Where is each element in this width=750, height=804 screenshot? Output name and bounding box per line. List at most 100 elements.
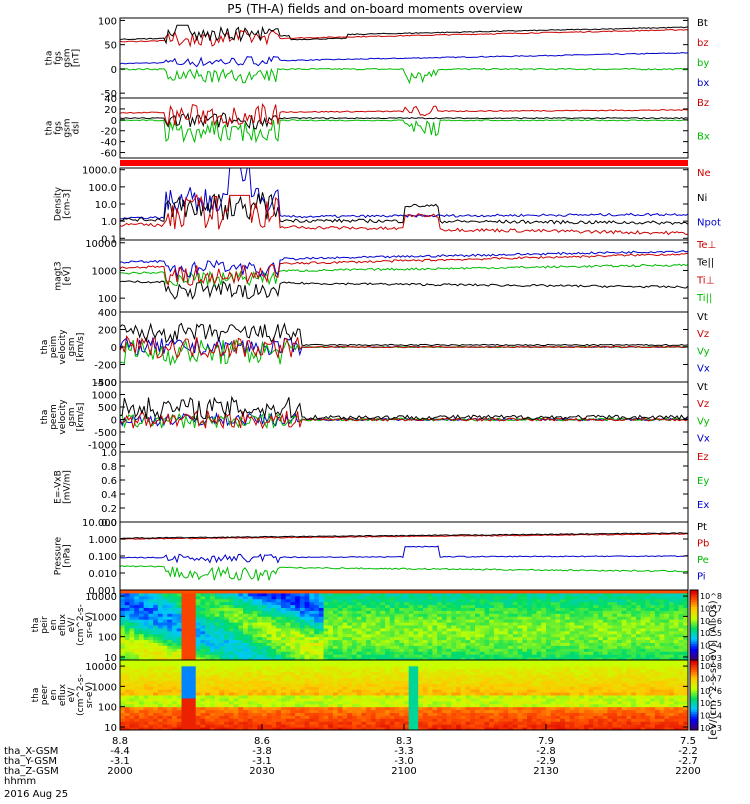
spectrogram-cell: [518, 628, 523, 631]
spectrogram-cell: [664, 613, 669, 616]
spectrogram-cell: [537, 599, 542, 602]
spectrogram-cell: [305, 602, 310, 605]
spectrogram-cell: [267, 680, 272, 683]
spectrogram-cell: [466, 610, 471, 613]
spectrogram-cell: [234, 713, 239, 716]
spectrogram-cell: [224, 590, 229, 593]
spectrogram-cell: [248, 660, 253, 663]
spectrogram-cell: [432, 640, 437, 643]
spectrogram-cell: [442, 610, 447, 613]
spectrogram-cell: [309, 683, 314, 686]
spectrogram-cell: [409, 640, 414, 643]
spectrogram-cell: [234, 715, 239, 718]
spectrogram-cell: [447, 663, 452, 666]
spectrogram-cell: [347, 640, 352, 643]
spectrogram-cell: [385, 610, 390, 613]
spectrogram-cell: [617, 599, 622, 602]
spectrogram-cell: [371, 724, 376, 727]
spectrogram-cell: [338, 645, 343, 648]
spectrogram-cell: [210, 710, 215, 713]
spectrogram-cell: [333, 602, 338, 605]
spectrogram-cell: [480, 686, 485, 689]
spectrogram-cell: [229, 596, 234, 599]
spectrogram-cell: [338, 724, 343, 727]
spectrogram-cell: [177, 701, 182, 704]
spectrogram-cell: [210, 631, 215, 634]
spectrogram-cell: [163, 616, 168, 619]
spectrogram-cell: [196, 602, 201, 605]
spectrogram-cell: [674, 640, 679, 643]
spectrogram-cell: [650, 616, 655, 619]
spectrogram-cell: [158, 619, 163, 622]
spectrogram-cell: [461, 625, 466, 628]
spectrogram-cell: [503, 610, 508, 613]
spectrogram-cell: [342, 721, 347, 724]
spectrogram-cell: [418, 625, 423, 628]
spectrogram-cell: [153, 622, 158, 625]
spectrogram-cell: [248, 678, 253, 681]
spectrogram-cell: [144, 707, 149, 710]
spectrogram-cell: [186, 710, 191, 713]
spectrogram-cell: [494, 651, 499, 654]
spectrogram-cell: [413, 686, 418, 689]
spectrogram-cell: [205, 631, 210, 634]
spectrogram-cell: [480, 701, 485, 704]
spectrogram-cell: [617, 619, 622, 622]
spectrogram-cell: [641, 643, 646, 646]
spectrogram-cell: [626, 616, 631, 619]
spectrogram-cell: [461, 689, 466, 692]
spectrogram-cell: [503, 596, 508, 599]
spectrogram-cell: [555, 648, 560, 651]
spectrogram-cell: [205, 613, 210, 616]
spectrogram-cell: [153, 608, 158, 611]
spectrogram-cell: [461, 643, 466, 646]
spectrogram-cell: [153, 590, 158, 593]
spectrogram-cell: [352, 628, 357, 631]
spectrogram-cell: [475, 718, 480, 721]
spectrogram-cell: [361, 715, 366, 718]
spectrogram-cell: [380, 605, 385, 608]
spectrogram-cell: [305, 631, 310, 634]
spectrogram-cell: [413, 608, 418, 611]
spectrogram-cell: [598, 643, 603, 646]
spectrogram-cell: [423, 613, 428, 616]
spectrogram-cell: [276, 672, 281, 675]
spectrogram-cell: [589, 628, 594, 631]
spectrogram-cell: [319, 602, 324, 605]
spectrogram-cell: [442, 707, 447, 710]
spectrogram-cell: [172, 669, 177, 672]
spectrogram-cell: [376, 718, 381, 721]
spectrogram-cell: [608, 640, 613, 643]
spectrogram-cell: [148, 634, 153, 637]
spectrogram-cell: [248, 669, 253, 672]
spectrogram-cell: [338, 634, 343, 637]
spectrogram-cell: [518, 593, 523, 596]
spectrogram-cell: [622, 599, 627, 602]
spectrogram-cell: [125, 608, 130, 611]
spectrogram-cell: [324, 701, 329, 704]
spectrogram-cell: [328, 660, 333, 663]
spectrogram-cell: [196, 660, 201, 663]
spectrogram-cell: [475, 654, 480, 657]
spectrogram-cell: [200, 689, 205, 692]
spectrogram-cell: [257, 675, 262, 678]
spectrogram-cell: [271, 713, 276, 716]
spectrogram-cell: [158, 695, 163, 698]
spectrogram-cell: [432, 692, 437, 695]
spectrogram-cell: [286, 689, 291, 692]
spectrogram-cell: [447, 634, 452, 637]
spectrogram-cell: [376, 721, 381, 724]
spectrogram-cell: [215, 613, 220, 616]
spectrogram-cell: [432, 718, 437, 721]
spectrogram-cell: [271, 686, 276, 689]
spectrogram-cell: [276, 637, 281, 640]
spectrogram-cell: [267, 683, 272, 686]
spectrogram-cell: [295, 599, 300, 602]
spectrogram-cell: [167, 640, 172, 643]
spectrogram-cell: [527, 593, 532, 596]
spectrogram-cell: [480, 619, 485, 622]
spectrogram-cell: [196, 698, 201, 701]
spectrogram-cell: [219, 651, 224, 654]
spectrogram-cell: [300, 654, 305, 657]
